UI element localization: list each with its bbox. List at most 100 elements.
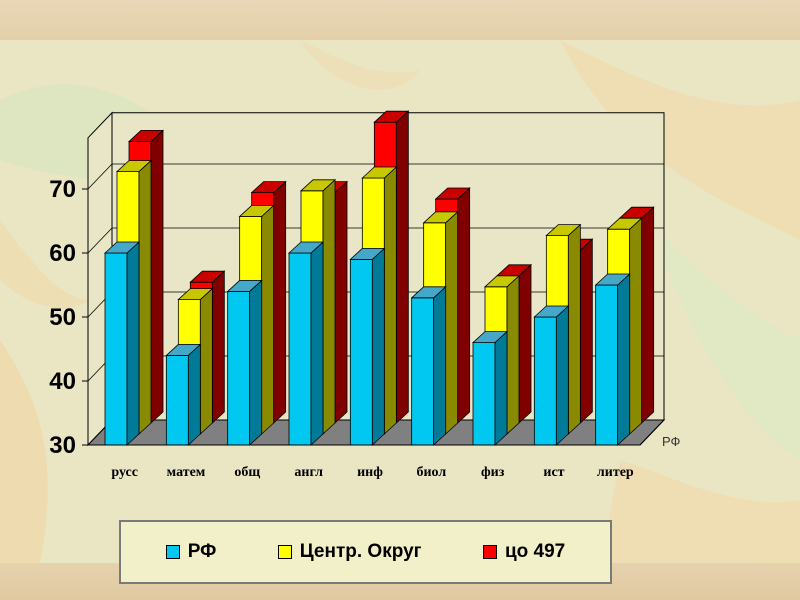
bar-side-1-5 — [445, 210, 459, 435]
legend-label-central: Центр. Округ — [299, 541, 422, 562]
x-tick-label-8: литер — [597, 465, 634, 480]
legend-label-school: цо 497 — [504, 541, 566, 562]
x-tick-label-1: матем — [167, 465, 206, 480]
bar-side-2-5 — [457, 187, 471, 424]
legend-swatch-rf — [165, 545, 180, 559]
bar-front-0-1 — [165, 354, 189, 446]
bar-side-2-8 — [641, 206, 655, 424]
x-axis-ticks: русс матем общ англ инф биол физ ист литер — [88, 419, 665, 480]
bar-0-4 — [349, 247, 386, 446]
bar-side-2-7 — [579, 238, 593, 424]
bar-top-0-0 — [103, 241, 141, 254]
gridline-side-60 — [87, 227, 113, 254]
bar-side-1-2 — [261, 204, 275, 435]
bar-front-0-5 — [411, 297, 435, 446]
y-axis-ticks: 30 40 50 60 70 — [49, 137, 89, 459]
bar-front-0-4 — [349, 258, 373, 446]
bar-top-0-7 — [533, 305, 570, 318]
depth-axis-line — [639, 419, 665, 446]
bar-0-3 — [287, 241, 325, 446]
bar-side-2-2 — [273, 180, 287, 424]
bar-0-7 — [533, 305, 570, 446]
bar-side-0-7 — [555, 305, 569, 446]
bar-side-0-6 — [494, 330, 508, 446]
legend-item-central: Центр. Округ — [277, 541, 422, 563]
chart-legend: РФ Центр. Округ цо 497 — [119, 520, 612, 584]
bar-side-0-2 — [249, 279, 263, 446]
legend-swatch-central — [277, 545, 292, 559]
bar-top-1-1 — [177, 288, 214, 301]
bar-top-1-2 — [238, 204, 275, 217]
bar-top-0-1 — [165, 343, 202, 356]
bar-top-1-7 — [545, 224, 582, 237]
y-tick-label-50: 50 — [49, 304, 76, 331]
bar-0-8 — [594, 273, 631, 446]
bar-top-2-1 — [189, 270, 226, 283]
bar-front-0-7 — [533, 316, 557, 446]
x-tick-label-5: биол — [416, 465, 446, 480]
bar-top-0-4 — [349, 247, 386, 260]
x-tick-label-6: физ — [481, 465, 505, 480]
bar-front-0-0 — [104, 252, 128, 446]
bar-front-0-8 — [595, 284, 619, 446]
bar-side-0-3 — [310, 241, 324, 446]
bar-side-2-3 — [334, 180, 348, 424]
bar-side-1-6 — [506, 274, 520, 435]
bar-top-2-2 — [250, 181, 287, 194]
x-tick-label-2: общ — [234, 465, 260, 480]
bar-top-1-3 — [299, 179, 337, 192]
top-band — [0, 0, 800, 40]
y-tick-label-40: 40 — [49, 368, 76, 395]
bar-side-0-0 — [126, 241, 140, 446]
bar-side-2-6 — [518, 263, 532, 424]
y-tick-label-60: 60 — [49, 240, 76, 267]
bar-top-0-3 — [287, 241, 325, 254]
bar-0-0 — [103, 241, 141, 446]
bar-side-2-0 — [150, 129, 164, 424]
depth-axis-label: РФ — [662, 434, 681, 449]
bar-side-0-4 — [371, 247, 385, 446]
x-tick-label-0: русс — [111, 465, 138, 480]
bar-0-5 — [410, 285, 447, 446]
legend-item-rf: РФ — [165, 541, 217, 563]
bar-side-0-5 — [433, 285, 447, 446]
bar-side-1-1 — [199, 287, 213, 435]
y-tick-label-70: 70 — [49, 176, 76, 203]
bar-front-0-2 — [227, 290, 251, 446]
chart-bars — [103, 110, 655, 446]
bar-side-0-1 — [187, 343, 201, 446]
x-tick-label-3: англ — [294, 465, 323, 480]
bar-side-1-7 — [567, 223, 581, 435]
y-tick-label-30: 30 — [49, 432, 76, 459]
bar-side-2-1 — [211, 270, 225, 424]
bar-top-0-5 — [410, 286, 447, 299]
bar-top-2-0 — [127, 129, 165, 142]
bar-0-1 — [165, 343, 202, 446]
bar-top-2-5 — [434, 187, 471, 200]
bar-top-1-8 — [606, 217, 643, 230]
legend-swatch-school — [482, 545, 497, 559]
bar-side-1-0 — [138, 159, 152, 435]
x-tick-label-4: инф — [357, 465, 383, 480]
legend-label-rf: РФ — [187, 541, 217, 562]
bar-side-1-4 — [383, 166, 397, 435]
bar-front-0-6 — [472, 342, 496, 446]
bar-side-0-8 — [617, 273, 631, 446]
x-tick-label-7: ист — [543, 465, 564, 480]
bar-0-2 — [226, 279, 263, 446]
bar-top-0-6 — [471, 331, 509, 344]
bar-side-1-3 — [322, 178, 336, 435]
bar-top-2-4 — [373, 110, 410, 123]
bar-front-0-3 — [288, 252, 312, 446]
bar-top-1-6 — [483, 275, 521, 288]
bar-top-0-2 — [226, 279, 263, 292]
bar-side-2-4 — [395, 110, 409, 424]
bar-0-6 — [471, 330, 509, 446]
bar-side-1-8 — [629, 217, 643, 435]
bar-top-0-8 — [594, 273, 631, 286]
bar-top-1-5 — [422, 211, 459, 224]
bar-top-1-4 — [361, 166, 398, 179]
bar-top-1-0 — [115, 160, 153, 173]
